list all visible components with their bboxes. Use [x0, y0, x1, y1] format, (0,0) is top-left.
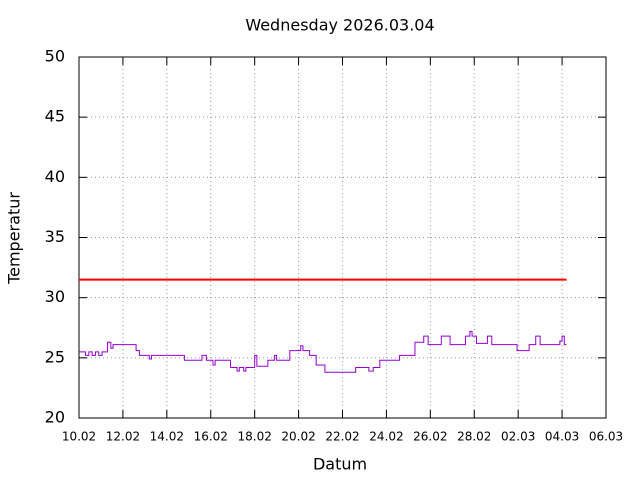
y-tick-label: 35 — [45, 227, 65, 246]
x-tick-label: 14.02 — [150, 430, 184, 444]
y-tick-label: 45 — [45, 107, 65, 126]
x-tick-label: 02.03 — [501, 430, 535, 444]
x-tick-label: 28.02 — [457, 430, 491, 444]
x-tick-label: 04.03 — [545, 430, 579, 444]
x-tick-label: 10.02 — [62, 430, 96, 444]
x-tick-label: 22.02 — [325, 430, 359, 444]
chart-title: Wednesday 2026.03.04 — [245, 16, 434, 35]
y-tick-label: 50 — [45, 47, 65, 66]
x-tick-label: 20.02 — [281, 430, 315, 444]
x-tick-label: 26.02 — [413, 430, 447, 444]
x-tick-label: 12.02 — [106, 430, 140, 444]
x-tick-label: 18.02 — [237, 430, 271, 444]
y-tick-label: 40 — [45, 167, 65, 186]
x-axis-label: Datum — [313, 455, 367, 474]
x-tick-label: 16.02 — [194, 430, 228, 444]
data-line — [79, 330, 567, 373]
plot-frame — [78, 56, 607, 419]
y-tick-label: 20 — [45, 408, 65, 427]
x-tick-label: 06.03 — [589, 430, 623, 444]
y-tick-label: 25 — [45, 347, 65, 366]
y-axis-label: Temperatur — [5, 192, 24, 285]
y-tick-label: 30 — [45, 287, 65, 306]
x-tick-label: 24.02 — [369, 430, 403, 444]
